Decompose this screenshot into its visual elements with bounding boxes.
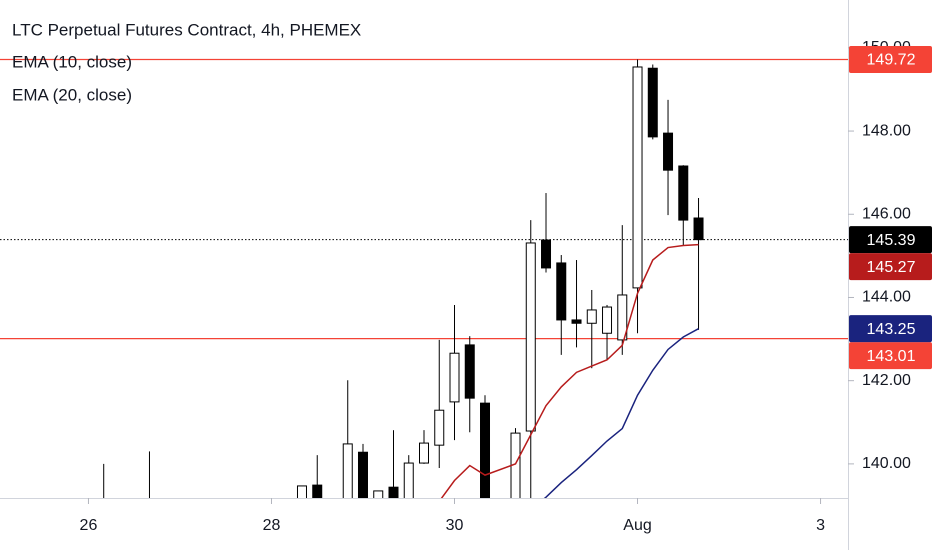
price-tag-label: 143.01 <box>867 348 916 365</box>
candle-body <box>602 306 613 334</box>
candle-body <box>541 239 552 269</box>
y-tick-label: 140.00 <box>862 455 911 472</box>
legend-entry: EMA (10, close) <box>12 52 132 71</box>
ema-line <box>543 328 699 498</box>
candle-body <box>663 132 674 171</box>
candle-body <box>647 67 658 138</box>
x-tick-label: 26 <box>80 517 98 534</box>
price-tags: 149.72 143.01 145.39 145.27 143.25 <box>849 45 932 370</box>
candle-body <box>342 443 353 498</box>
candle-body <box>312 484 323 498</box>
y-tick-label: 146.00 <box>862 205 911 222</box>
y-tick-label: 142.00 <box>862 372 911 389</box>
price-tag-label: 145.39 <box>867 232 916 249</box>
candle-body <box>693 217 704 241</box>
plot-area <box>0 58 848 498</box>
candle-body <box>419 442 429 464</box>
candle-body <box>296 485 307 498</box>
candle-body <box>586 309 597 324</box>
candle-body <box>617 294 628 341</box>
candle-body <box>556 262 567 321</box>
price-tag <box>849 226 932 254</box>
candle-body <box>373 490 384 498</box>
chart-title: LTC Perpetual Futures Contract, 4h, PHEM… <box>12 20 361 39</box>
x-tick-label: 30 <box>446 517 464 534</box>
price-tag <box>849 315 932 343</box>
x-tick-label: Aug <box>623 517 651 534</box>
y-tick-label: 144.00 <box>862 289 911 306</box>
price-tag-label: 149.72 <box>867 52 916 69</box>
legend-entry: EMA (20, close) <box>12 85 132 104</box>
x-tick-label: 3 <box>816 517 825 534</box>
y-tick-label: 148.00 <box>862 122 911 139</box>
price-tag <box>849 342 932 370</box>
x-tick-label: 28 <box>263 517 281 534</box>
price-tag-label: 145.27 <box>867 259 916 276</box>
price-tag-label: 143.25 <box>867 321 916 338</box>
candle-body <box>357 451 368 498</box>
candle-body <box>678 165 689 221</box>
price-tag <box>849 45 932 73</box>
candle-body <box>571 319 582 324</box>
candle-body <box>480 402 491 498</box>
candle-body <box>449 352 460 403</box>
candle-body <box>525 242 536 432</box>
legend: LTC Perpetual Futures Contract, 4h, PHEM… <box>12 20 361 104</box>
candle-body <box>632 66 643 289</box>
price-tag <box>849 253 932 281</box>
candle-body <box>464 344 475 399</box>
candle-body <box>403 462 414 498</box>
candle-body <box>388 486 399 498</box>
candle-body <box>434 409 445 446</box>
ema-line <box>440 243 699 498</box>
candle-body <box>510 432 521 498</box>
